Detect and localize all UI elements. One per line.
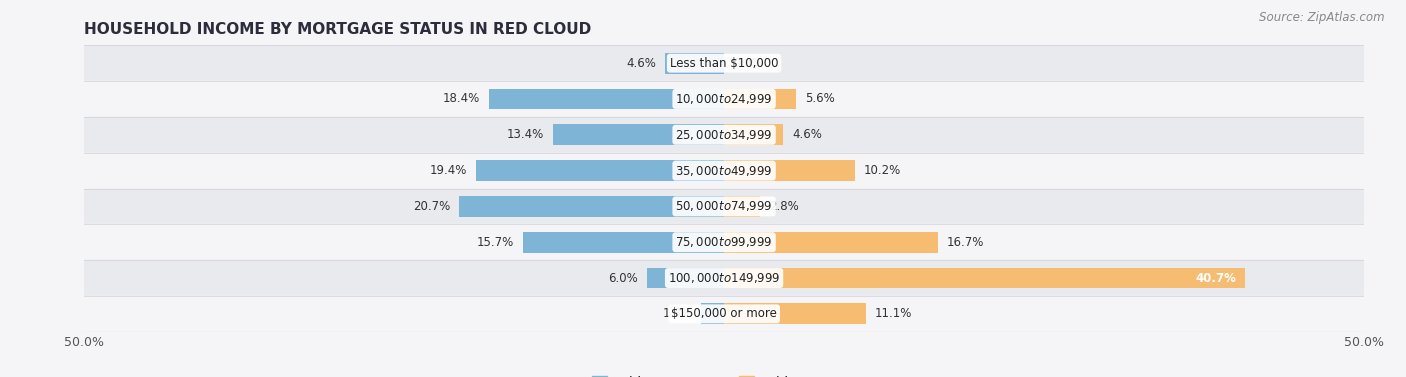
Bar xyxy=(489,89,724,109)
Bar xyxy=(724,89,796,109)
Text: 10.2%: 10.2% xyxy=(863,164,901,177)
Text: 1.8%: 1.8% xyxy=(662,307,692,320)
Text: 6.0%: 6.0% xyxy=(609,271,638,285)
Bar xyxy=(84,296,1364,332)
Text: 11.1%: 11.1% xyxy=(875,307,912,320)
Bar xyxy=(724,124,783,145)
Bar xyxy=(523,232,724,253)
Text: $150,000 or more: $150,000 or more xyxy=(671,307,778,320)
Bar xyxy=(84,81,1364,117)
Text: 40.7%: 40.7% xyxy=(1195,271,1236,285)
Text: 16.7%: 16.7% xyxy=(946,236,984,249)
Text: Less than $10,000: Less than $10,000 xyxy=(669,57,779,70)
Text: Source: ZipAtlas.com: Source: ZipAtlas.com xyxy=(1260,11,1385,24)
Bar xyxy=(724,160,855,181)
Text: 15.7%: 15.7% xyxy=(477,236,515,249)
Bar xyxy=(724,303,866,324)
Text: 18.4%: 18.4% xyxy=(443,92,479,106)
Text: 2.8%: 2.8% xyxy=(769,200,799,213)
Text: $100,000 to $149,999: $100,000 to $149,999 xyxy=(668,271,780,285)
Bar xyxy=(665,53,724,74)
Bar xyxy=(84,153,1364,188)
Text: 13.4%: 13.4% xyxy=(506,128,544,141)
Text: $75,000 to $99,999: $75,000 to $99,999 xyxy=(675,235,773,249)
Text: $25,000 to $34,999: $25,000 to $34,999 xyxy=(675,128,773,142)
Bar xyxy=(724,268,1244,288)
Text: 0.0%: 0.0% xyxy=(733,57,762,70)
Text: 19.4%: 19.4% xyxy=(430,164,467,177)
Text: 4.6%: 4.6% xyxy=(792,128,821,141)
Bar xyxy=(724,196,759,217)
Text: 5.6%: 5.6% xyxy=(804,92,834,106)
Bar xyxy=(724,232,938,253)
Text: HOUSEHOLD INCOME BY MORTGAGE STATUS IN RED CLOUD: HOUSEHOLD INCOME BY MORTGAGE STATUS IN R… xyxy=(84,22,592,37)
Text: 4.6%: 4.6% xyxy=(627,57,657,70)
Bar xyxy=(84,224,1364,260)
Bar xyxy=(702,303,724,324)
Bar xyxy=(84,188,1364,224)
Text: $50,000 to $74,999: $50,000 to $74,999 xyxy=(675,199,773,213)
Bar xyxy=(553,124,724,145)
Bar xyxy=(460,196,724,217)
Bar xyxy=(84,45,1364,81)
Legend: Without Mortgage, With Mortgage: Without Mortgage, With Mortgage xyxy=(592,375,856,377)
Bar xyxy=(84,260,1364,296)
Bar xyxy=(647,268,724,288)
Text: 20.7%: 20.7% xyxy=(413,200,450,213)
Bar xyxy=(84,117,1364,153)
Text: $10,000 to $24,999: $10,000 to $24,999 xyxy=(675,92,773,106)
Bar xyxy=(475,160,724,181)
Text: $35,000 to $49,999: $35,000 to $49,999 xyxy=(675,164,773,178)
